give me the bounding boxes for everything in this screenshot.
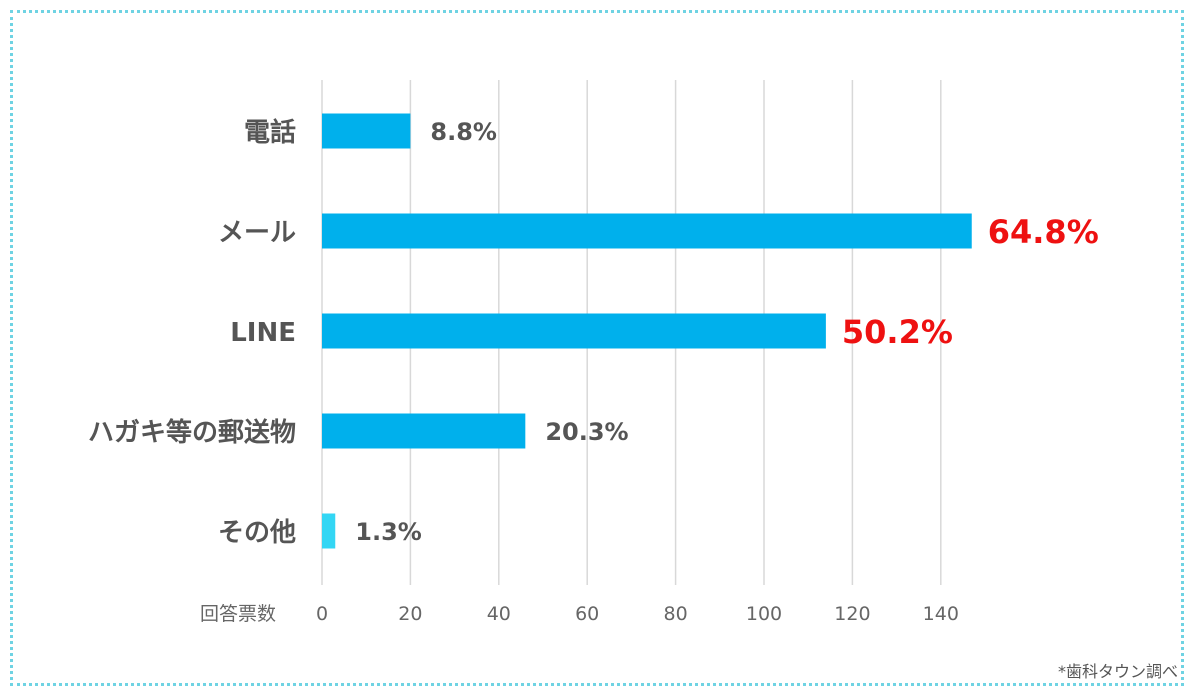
bars	[322, 113, 972, 549]
category-label-3: ハガキ等の郵送物	[88, 417, 296, 448]
category-label-2: LINE	[230, 318, 296, 348]
category-label-0: 電話	[244, 117, 296, 148]
x-tick-label-80: 80	[664, 603, 688, 625]
data-label-3: 20.3%	[545, 418, 628, 446]
labels: 0 20 40 60 80 100 120 140 電話 8.8% メール 64.8% LINE 50.2…	[88, 117, 1099, 625]
x-tick-label-100: 100	[746, 603, 782, 625]
chart-frame	[10, 10, 1184, 686]
x-axis-title: 回答票数	[200, 603, 276, 625]
bar-2	[322, 313, 826, 349]
x-tick-label-0: 0	[316, 603, 328, 625]
bar-4	[322, 513, 336, 549]
x-tick-label-140: 140	[923, 603, 959, 625]
bar-3	[322, 413, 526, 449]
gridlines	[321, 80, 942, 585]
bar-0	[322, 113, 411, 149]
category-label-4: その他	[218, 518, 296, 548]
x-tick-label-20: 20	[398, 603, 422, 625]
bar-1	[322, 213, 972, 249]
data-label-0: 8.8%	[430, 118, 497, 146]
data-label-2: 50.2%	[842, 313, 953, 351]
x-tick-label-60: 60	[575, 603, 599, 625]
x-tick-label-40: 40	[487, 603, 511, 625]
x-tick-label-120: 120	[834, 603, 870, 625]
data-label-4: 1.3%	[355, 518, 422, 546]
source-note: *歯科タウン調べ	[1057, 662, 1178, 681]
category-label-1: メール	[218, 218, 296, 248]
data-label-1: 64.8%	[988, 213, 1099, 251]
